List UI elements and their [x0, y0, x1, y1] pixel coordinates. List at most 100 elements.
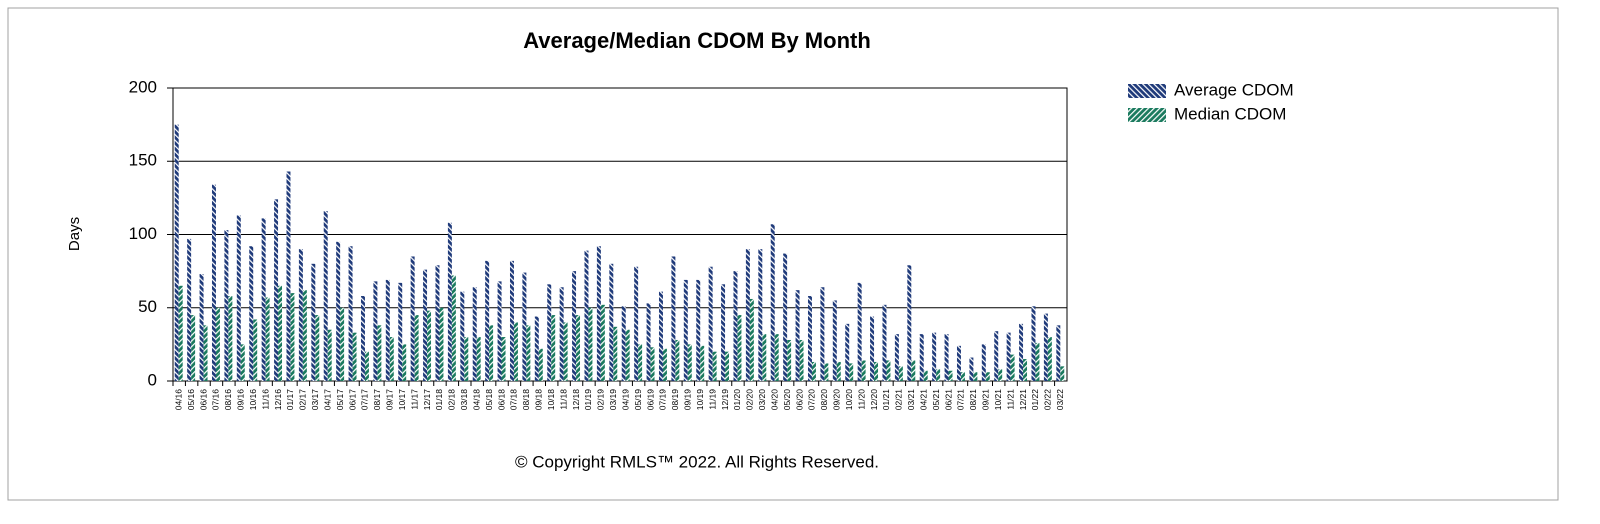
x-tick-label: 10/21	[993, 389, 1003, 411]
x-tick-label: 12/19	[720, 389, 730, 411]
bar	[551, 315, 556, 381]
x-tick-label: 07/16	[211, 389, 221, 411]
x-tick-label: 12/17	[422, 389, 432, 411]
bar	[981, 344, 986, 381]
bar	[609, 263, 614, 381]
bar	[721, 284, 726, 381]
bar	[513, 322, 518, 381]
x-tick-label: 05/17	[335, 389, 345, 411]
y-tick-label: 200	[129, 77, 157, 96]
x-tick-label: 08/16	[223, 389, 233, 411]
bar	[559, 287, 564, 381]
bar	[348, 246, 353, 381]
bar	[509, 260, 514, 381]
bar	[820, 287, 825, 381]
bar	[894, 334, 899, 381]
bar	[870, 316, 875, 381]
bar	[762, 334, 767, 381]
x-tick-label: 07/19	[658, 389, 668, 411]
bar	[174, 124, 179, 381]
bar	[203, 325, 208, 381]
bar	[224, 230, 229, 381]
bar	[725, 351, 730, 381]
bar	[547, 284, 552, 381]
bar	[745, 249, 750, 381]
bar	[956, 345, 961, 381]
frame	[7, 7, 1559, 501]
bar	[199, 274, 204, 381]
bar	[236, 215, 241, 381]
copyright: © Copyright RMLS™ 2022. All Rights Reser…	[515, 452, 879, 471]
bar	[969, 357, 974, 381]
bar	[811, 361, 816, 381]
y-tick-label: 0	[148, 370, 157, 389]
bar	[1056, 325, 1061, 381]
bar	[211, 184, 216, 381]
bar	[402, 344, 407, 381]
bar	[733, 271, 738, 381]
bar	[1035, 342, 1040, 381]
x-tick-label: 08/20	[819, 389, 829, 411]
bar	[783, 253, 788, 381]
y-tick-label: 50	[138, 297, 157, 316]
bar	[460, 291, 465, 381]
x-tick-label: 04/20	[769, 389, 779, 411]
bar	[861, 360, 866, 381]
x-tick-label: 06/18	[496, 389, 506, 411]
bar	[795, 290, 800, 381]
bar	[265, 297, 270, 381]
bar	[696, 279, 701, 381]
bar	[447, 222, 452, 381]
bar	[646, 303, 651, 381]
x-tick-label: 02/17	[298, 389, 308, 411]
x-tick-label: 05/19	[633, 389, 643, 411]
bar	[187, 238, 192, 381]
x-tick-label: 11/21	[1005, 389, 1015, 410]
bar	[249, 246, 254, 381]
x-tick-label: 01/18	[434, 389, 444, 411]
x-tick-label: 08/18	[521, 389, 531, 411]
x-tick-label: 07/21	[956, 389, 966, 411]
bar	[787, 339, 792, 381]
bar	[538, 348, 543, 381]
bar	[323, 211, 328, 381]
bar	[919, 334, 924, 381]
x-tick-label: 06/21	[943, 389, 953, 411]
bar	[758, 249, 763, 381]
bar	[489, 325, 494, 381]
bar	[464, 337, 469, 381]
bar	[799, 339, 804, 381]
bar	[327, 329, 332, 381]
x-tick-label: 01/20	[732, 389, 742, 411]
bar	[849, 363, 854, 381]
x-tick-label: 03/21	[906, 389, 916, 411]
bar	[286, 171, 291, 381]
x-tick-label: 11/18	[558, 389, 568, 410]
bar	[439, 307, 444, 381]
x-tick-label: 05/18	[484, 389, 494, 411]
bar	[1010, 354, 1015, 381]
bar	[302, 290, 307, 381]
x-tick-label: 02/20	[745, 389, 755, 411]
bar	[427, 310, 432, 381]
bar	[572, 271, 577, 381]
x-tick-label: 06/19	[645, 389, 655, 411]
x-tick-label: 02/18	[447, 389, 457, 411]
bar	[807, 296, 812, 381]
x-tick-label: 11/16	[260, 389, 270, 410]
bar	[360, 296, 365, 381]
bar	[311, 263, 316, 381]
bar	[836, 361, 841, 381]
bar	[501, 337, 506, 381]
x-tick-label: 09/20	[832, 389, 842, 411]
bar	[377, 325, 382, 381]
bar	[228, 296, 233, 381]
bar	[261, 218, 266, 381]
bar	[526, 325, 531, 381]
x-tick-label: 07/20	[807, 389, 817, 411]
bar	[832, 300, 837, 381]
x-tick-label: 06/20	[794, 389, 804, 411]
x-tick-label: 03/22	[1055, 389, 1065, 411]
x-tick-label: 10/18	[546, 389, 556, 411]
x-tick-label: 12/16	[273, 389, 283, 411]
